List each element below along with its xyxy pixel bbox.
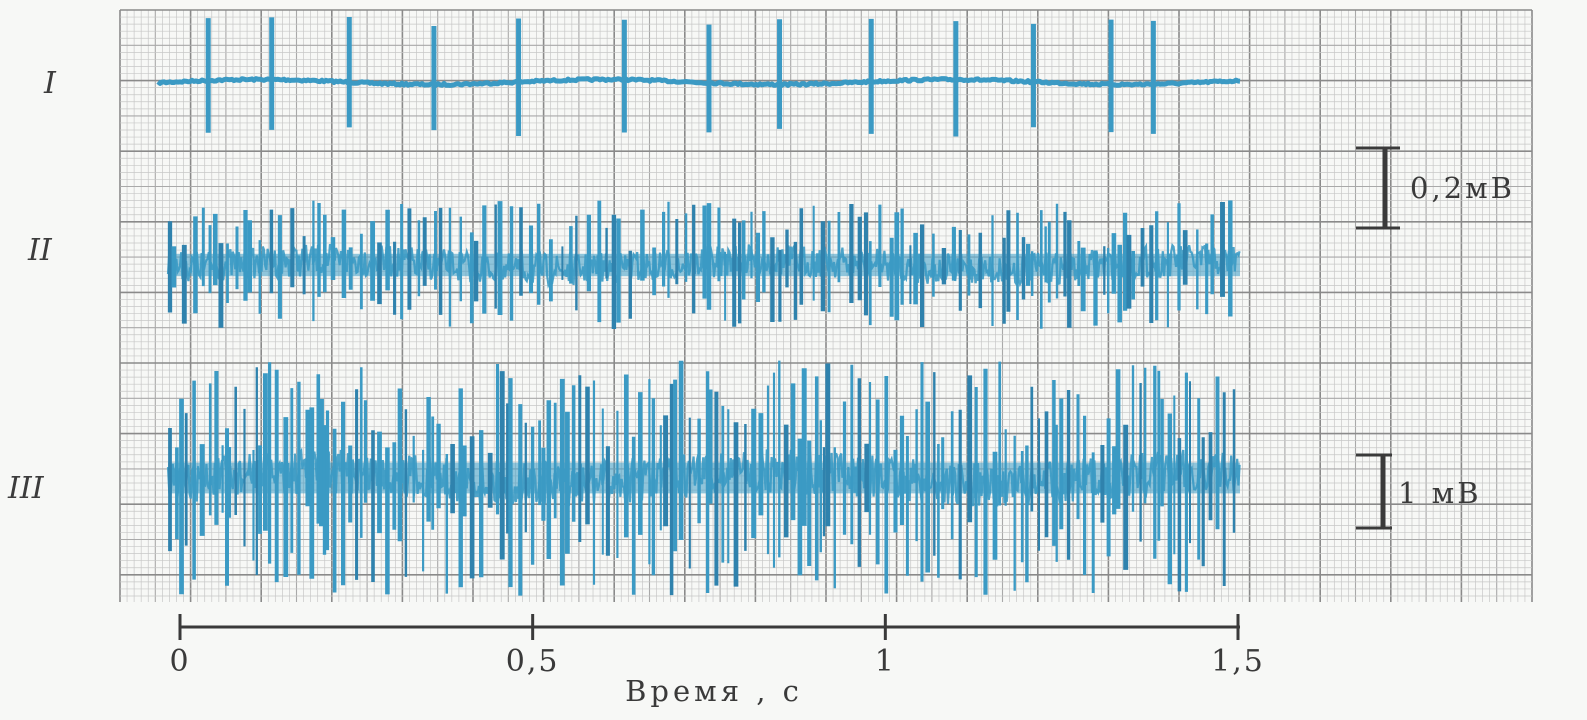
scale-bar-1mV: 1 мВ <box>1356 453 1482 530</box>
x-axis-tick-label: 1 <box>875 644 896 679</box>
x-axis-title: Время , с <box>625 674 803 708</box>
traces <box>156 17 1241 596</box>
scale-bar-label: 0,2мВ <box>1410 171 1515 205</box>
x-axis-tick-label: 0 <box>169 644 190 679</box>
trace-label-I: I <box>43 66 57 101</box>
x-axis: 0 0,5 1 1,5 <box>169 614 1265 679</box>
scale-bar-label: 1 мВ <box>1398 476 1482 510</box>
x-axis-tick-label: 0,5 <box>506 644 560 679</box>
trace-I <box>156 76 1241 88</box>
trace-label-II: II <box>27 233 53 268</box>
trace-label-III: III <box>7 471 45 506</box>
scale-bar-0-2mV: 0,2мВ <box>1356 146 1515 230</box>
x-axis-tick-label: 1,5 <box>1211 644 1265 679</box>
